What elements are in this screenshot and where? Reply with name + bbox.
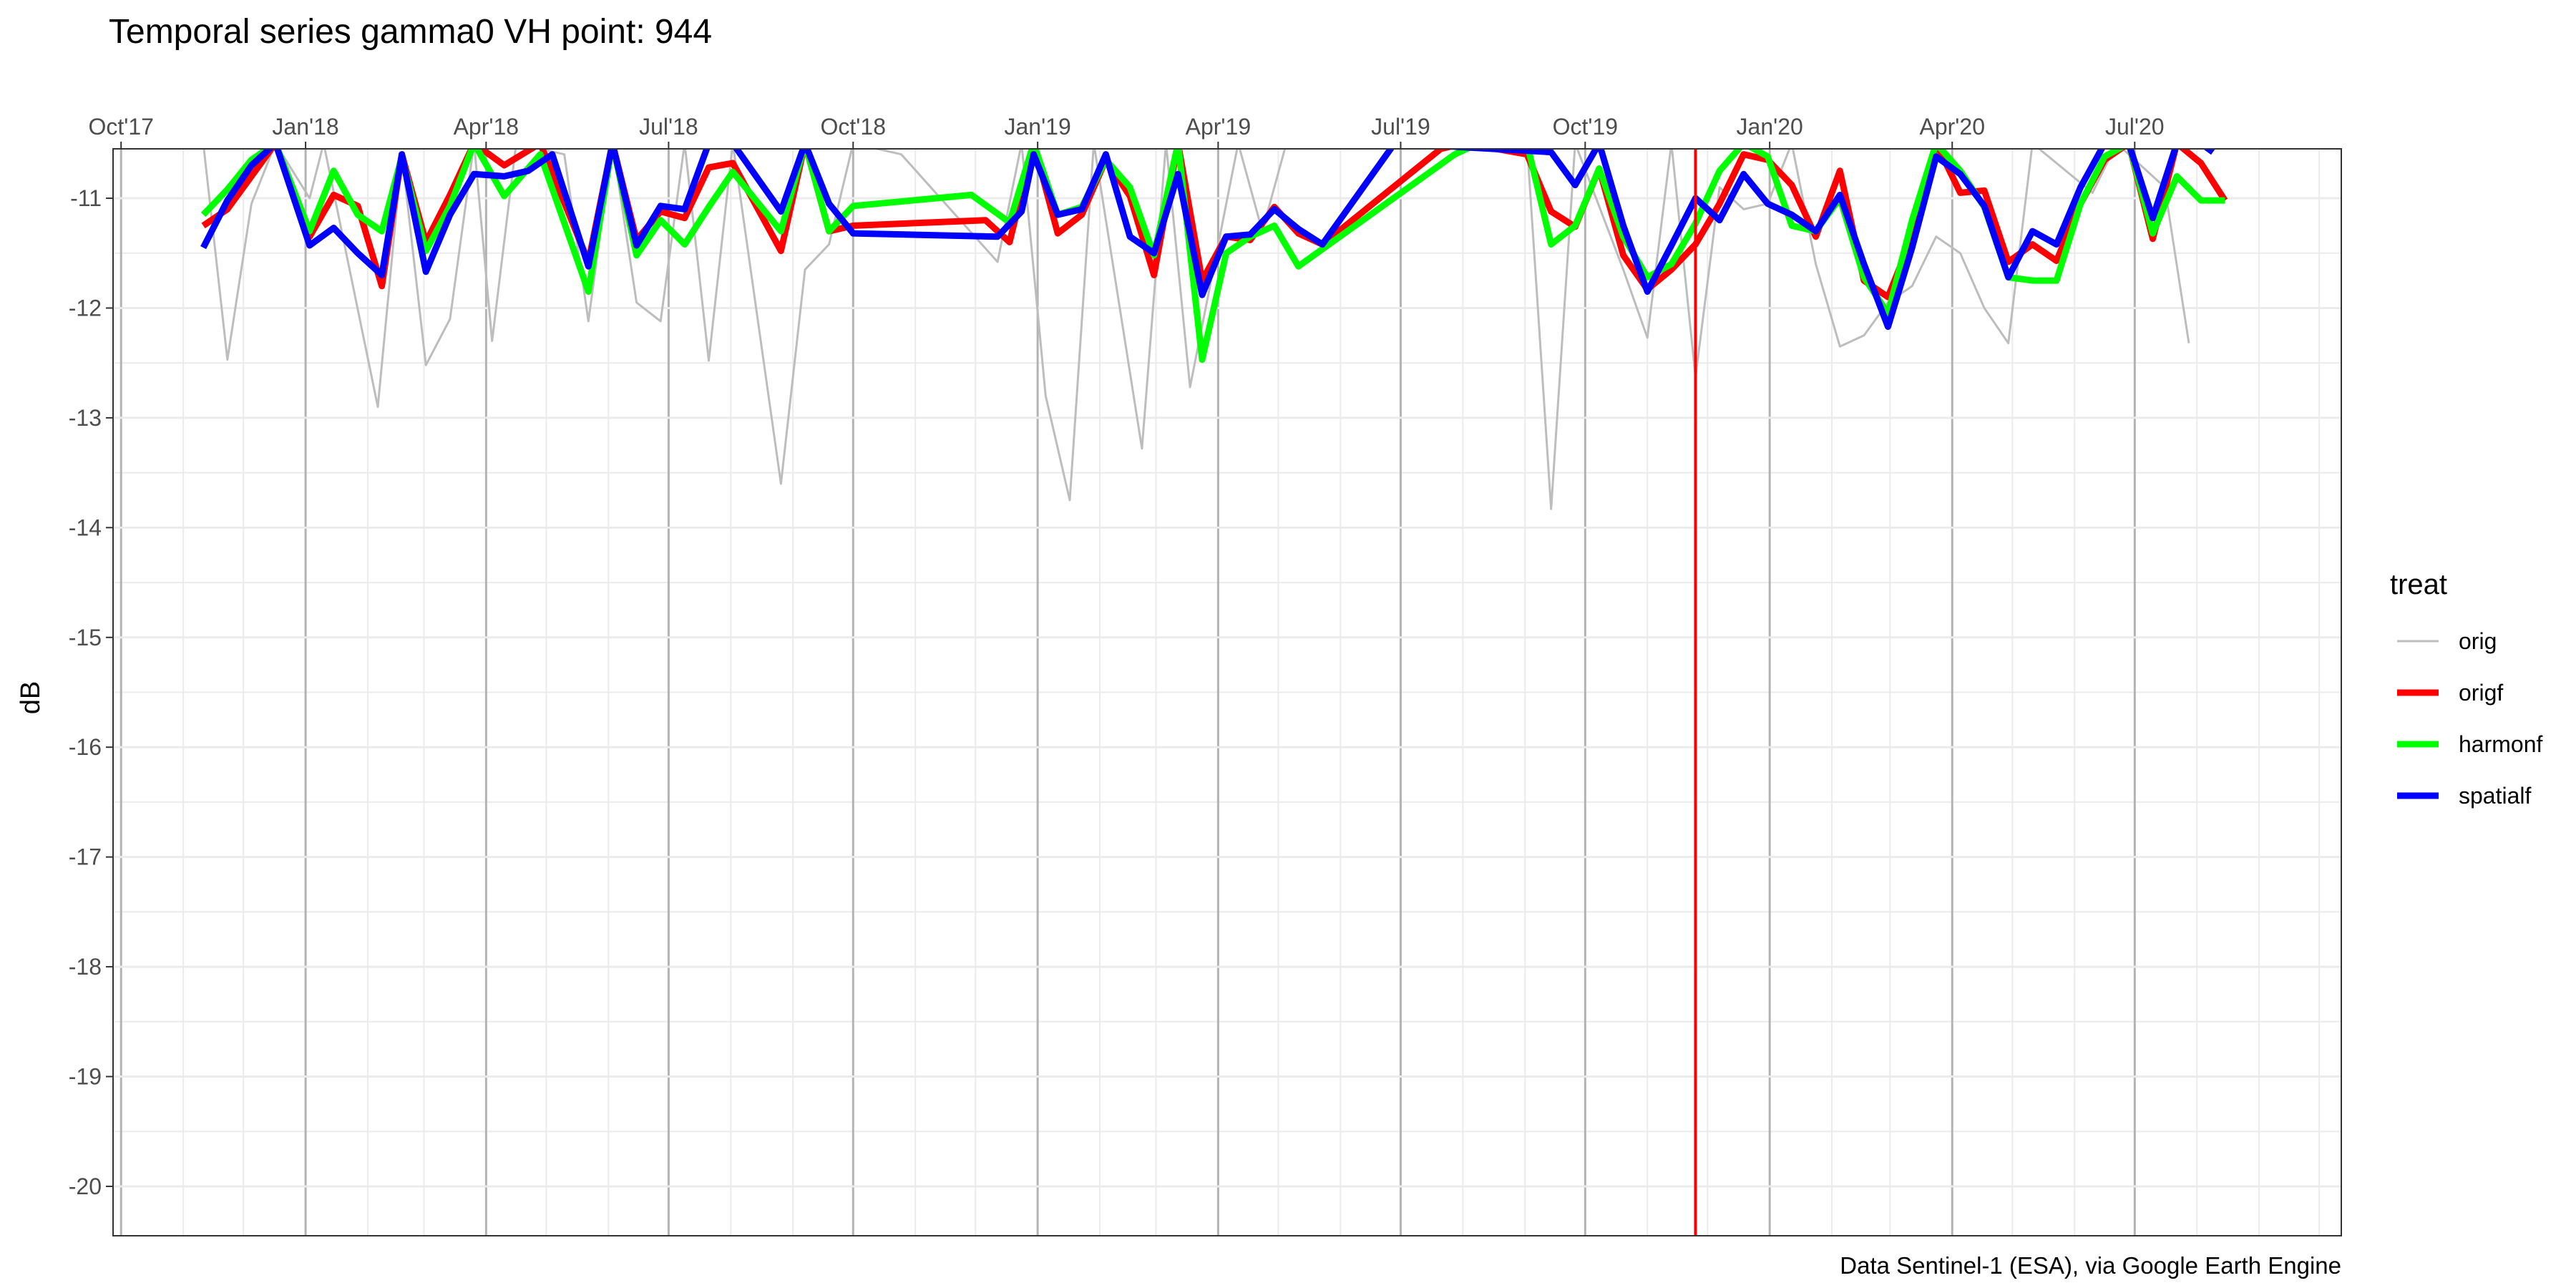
y-tick-label: -16 bbox=[69, 734, 102, 760]
plot-panel-border bbox=[112, 148, 2342, 1236]
legend-title: treat bbox=[2390, 569, 2447, 600]
y-axis: -11 -12 -13 -14 -15 -16 -17 -18 -19 -20 bbox=[69, 185, 113, 1199]
series-layer bbox=[200, 149, 2228, 510]
caption: Data Sentinel-1 (ESA), via Google Earth … bbox=[1840, 1252, 2341, 1279]
grid-major bbox=[113, 149, 2341, 1236]
grid-minor bbox=[113, 149, 2341, 1236]
x-tick-label: Oct'17 bbox=[88, 114, 153, 140]
y-tick-label: -18 bbox=[69, 954, 102, 980]
x-tick-label: Apr'18 bbox=[454, 114, 519, 140]
series-line-spatialf bbox=[200, 149, 2215, 331]
x-tick-label: Oct'19 bbox=[1553, 114, 1618, 140]
y-tick-label: -19 bbox=[69, 1064, 102, 1090]
x-tick-label: Jul'18 bbox=[639, 114, 698, 140]
legend-label-spatialf: spatialf bbox=[2459, 783, 2532, 809]
x-tick-label: Jul'20 bbox=[2105, 114, 2165, 140]
chart-title: Temporal series gamma0 VH point: 944 bbox=[109, 13, 712, 51]
x-tick-label: Jul'19 bbox=[1371, 114, 1430, 140]
legend-label-orig: orig bbox=[2459, 628, 2497, 654]
x-tick-label: Apr'19 bbox=[1186, 114, 1252, 140]
y-tick-label: -11 bbox=[70, 185, 102, 211]
y-tick-label: -12 bbox=[69, 295, 102, 321]
x-tick-label: Jan'19 bbox=[1004, 114, 1070, 140]
y-tick-label: -20 bbox=[69, 1174, 102, 1199]
y-tick-label: -17 bbox=[69, 844, 102, 870]
legend-label-origf: origf bbox=[2459, 680, 2503, 706]
x-tick-label: Jan'20 bbox=[1737, 114, 1803, 140]
x-axis: Oct'17 Jan'18 Apr'18 Jul'18 Oct'18 Jan'19 Apr'… bbox=[88, 114, 2165, 149]
legend-label-harmonf: harmonf bbox=[2459, 731, 2543, 757]
y-axis-title: dB bbox=[16, 681, 46, 714]
x-tick-label: Apr'20 bbox=[1919, 114, 1985, 140]
y-tick-label: -15 bbox=[69, 625, 102, 650]
legend: orig origf harmonf spatialf bbox=[2397, 628, 2543, 809]
x-tick-label: Oct'18 bbox=[821, 114, 886, 140]
x-tick-label: Jan'18 bbox=[272, 114, 338, 140]
y-tick-label: -13 bbox=[69, 405, 102, 431]
y-tick-label: -14 bbox=[69, 514, 102, 540]
